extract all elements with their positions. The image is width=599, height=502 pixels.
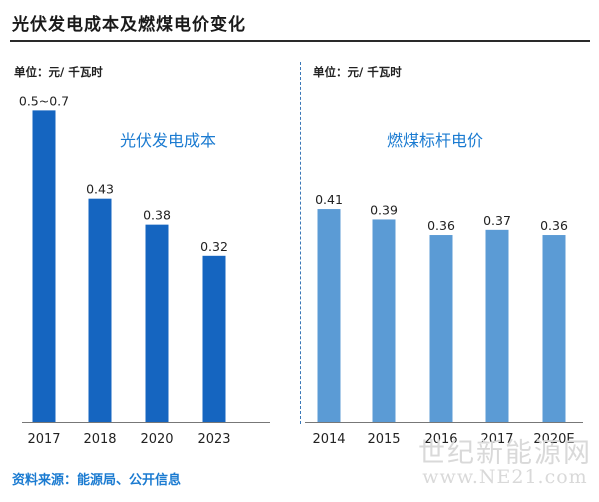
right-bar-2017	[485, 229, 509, 422]
title-rule	[10, 40, 590, 42]
watermark-url: www.NE21.com	[422, 466, 588, 489]
right-chart: 0.41 2014 0.39 2015 0.36 2016 0.37 2017 0.36 2020…	[312, 192, 574, 447]
right-value-label: 0.41	[315, 192, 343, 207]
left-value-label: 0.32	[200, 239, 228, 254]
left-x-tick-label: 2018	[83, 432, 116, 447]
watermark-text: 世纪新能源网	[418, 438, 592, 469]
right-value-label: 0.36	[540, 218, 568, 233]
left-bar-2020	[145, 224, 169, 422]
right-bar-2016	[429, 235, 453, 422]
left-value-label: 0.38	[143, 208, 171, 223]
left-unit-label: 单位：元/ 千瓦时	[14, 65, 103, 79]
right-bar-2014	[317, 209, 341, 422]
left-bar-2023	[202, 255, 226, 422]
left-value-label: 0.5~0.7	[19, 93, 69, 108]
left-chart: 0.5~0.7 2017 0.43 2018 0.38 2020 0.32 2023	[19, 93, 231, 447]
right-value-label: 0.39	[370, 202, 398, 217]
right-value-label: 0.37	[483, 213, 511, 228]
left-x-tick-label: 2020	[140, 432, 173, 447]
left-chart-title: 光伏发电成本	[120, 131, 217, 150]
right-x-tick-label: 2014	[312, 432, 345, 447]
figure-title: 光伏发电成本及燃煤电价变化	[12, 15, 246, 35]
left-baseline	[22, 422, 270, 423]
left-value-label: 0.43	[86, 182, 114, 197]
right-bar-2015	[372, 219, 396, 422]
right-chart-title: 燃煤标杆电价	[387, 131, 484, 150]
right-x-tick-label: 2020E	[533, 432, 574, 447]
left-x-tick-label: 2017	[27, 432, 60, 447]
right-value-label: 0.36	[427, 218, 455, 233]
right-x-tick-label: 2016	[424, 432, 457, 447]
right-x-tick-label: 2017	[480, 432, 513, 447]
right-bar-2020E	[542, 235, 566, 422]
right-unit-label: 单位：元/ 千瓦时	[313, 65, 402, 79]
left-x-tick-label: 2023	[197, 432, 230, 447]
panel-divider	[300, 62, 301, 424]
left-bar-2017	[32, 110, 56, 423]
right-baseline	[305, 422, 583, 423]
left-bar-2018	[88, 198, 112, 422]
source-note: 资料来源：能源局、公开信息	[12, 473, 182, 488]
right-x-tick-label: 2015	[367, 432, 400, 447]
watermark-logo: 世纪新能源网 www.NE21.com	[418, 438, 592, 489]
